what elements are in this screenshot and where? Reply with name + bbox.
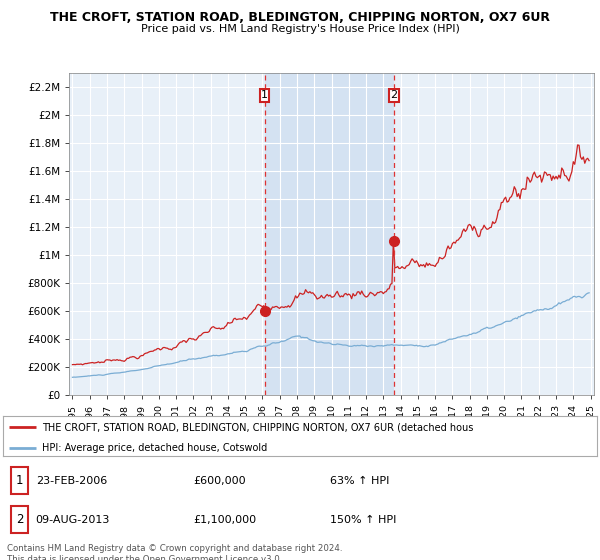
Text: THE CROFT, STATION ROAD, BLEDINGTON, CHIPPING NORTON, OX7 6UR (detached hous: THE CROFT, STATION ROAD, BLEDINGTON, CHI… xyxy=(41,422,473,432)
Text: 23-FEB-2006: 23-FEB-2006 xyxy=(35,476,107,486)
Text: Contains HM Land Registry data © Crown copyright and database right 2024.
This d: Contains HM Land Registry data © Crown c… xyxy=(7,544,343,560)
Text: 2: 2 xyxy=(16,513,23,526)
Text: HPI: Average price, detached house, Cotswold: HPI: Average price, detached house, Cots… xyxy=(41,442,267,452)
Text: 09-AUG-2013: 09-AUG-2013 xyxy=(35,515,110,525)
FancyBboxPatch shape xyxy=(260,89,269,102)
Text: 1: 1 xyxy=(261,90,268,100)
Text: 1: 1 xyxy=(16,474,23,487)
FancyBboxPatch shape xyxy=(11,468,28,494)
Text: £600,000: £600,000 xyxy=(193,476,246,486)
Text: 2: 2 xyxy=(391,90,398,100)
Bar xyxy=(265,73,394,395)
Text: £1,100,000: £1,100,000 xyxy=(193,515,256,525)
Text: THE CROFT, STATION ROAD, BLEDINGTON, CHIPPING NORTON, OX7 6UR: THE CROFT, STATION ROAD, BLEDINGTON, CHI… xyxy=(50,11,550,24)
Text: 63% ↑ HPI: 63% ↑ HPI xyxy=(330,476,389,486)
FancyBboxPatch shape xyxy=(11,506,28,533)
FancyBboxPatch shape xyxy=(389,89,399,102)
Text: 150% ↑ HPI: 150% ↑ HPI xyxy=(330,515,396,525)
Text: Price paid vs. HM Land Registry's House Price Index (HPI): Price paid vs. HM Land Registry's House … xyxy=(140,24,460,34)
